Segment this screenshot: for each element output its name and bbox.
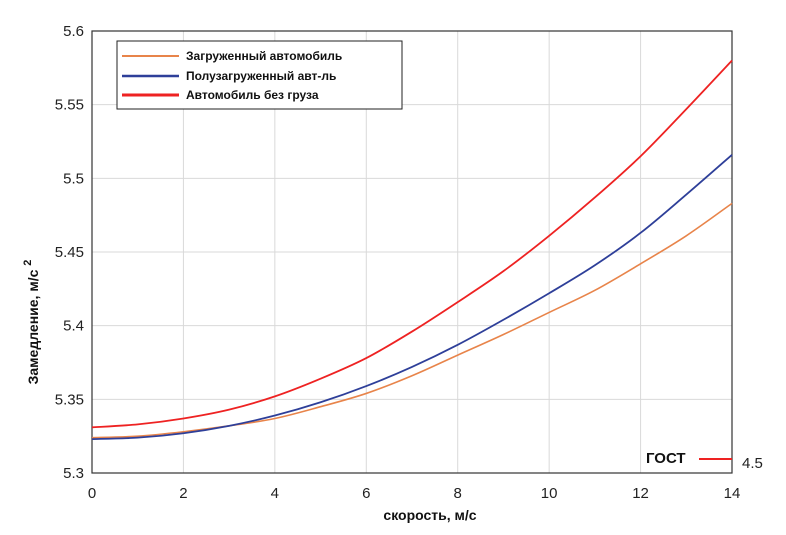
x-tick-label: 4 [271, 485, 279, 502]
series-line-half-loaded [91, 154, 733, 441]
y-tick-labels: 5.3 5.35 5.4 5.45 5.5 5.55 5.6 [55, 23, 84, 482]
x-tick-label: 6 [362, 485, 370, 502]
x-tick-label: 0 [88, 485, 96, 502]
y-axis-title-text: Замедление, м/с [25, 269, 41, 384]
series-lines [91, 59, 733, 441]
series-line-unloaded [91, 59, 733, 429]
y-tick-label: 5.3 [63, 465, 84, 482]
x-tick-label: 14 [724, 485, 741, 502]
svg-text:Замедление, м/с 2: Замедление, м/с 2 [22, 260, 41, 385]
gost-annotation: ГОСТ 4.5 [646, 450, 763, 472]
y-axis-title: Замедление, м/с 2 [22, 260, 41, 385]
x-tick-labels: 0 2 4 6 8 10 12 14 [88, 485, 741, 502]
plot-frame [91, 30, 733, 474]
legend-label-loaded: Загруженный автомобиль [186, 49, 342, 63]
gost-label: ГОСТ [646, 450, 686, 467]
y-tick-label: 5.4 [63, 318, 84, 335]
series-line-loaded [91, 202, 733, 439]
legend-label-unloaded: Автомобиль без груза [186, 88, 319, 102]
y-tick-label: 5.5 [63, 170, 84, 187]
gost-value: 4.5 [742, 455, 763, 472]
y-tick-label: 5.6 [63, 23, 84, 40]
x-tick-label: 10 [541, 485, 558, 502]
x-tick-label: 2 [179, 485, 187, 502]
legend-label-half-loaded: Полузагруженный авт-ль [186, 69, 336, 83]
y-tick-label: 5.55 [55, 97, 84, 114]
y-tick-label: 5.35 [55, 391, 84, 408]
x-tick-label: 8 [454, 485, 462, 502]
y-tick-label: 5.45 [55, 244, 84, 261]
x-axis-title: скорость, м/с [383, 507, 476, 523]
y-axis-title-superscript: 2 [22, 260, 34, 266]
x-tick-label: 12 [632, 485, 649, 502]
legend: Загруженный автомобиль Полузагруженный а… [116, 40, 403, 110]
